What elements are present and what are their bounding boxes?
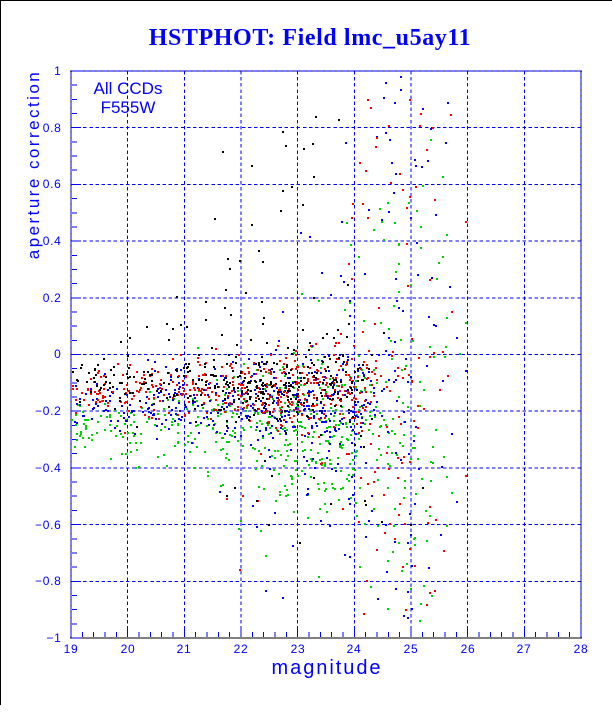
svg-text:20: 20 [121, 642, 136, 656]
svg-text:22: 22 [234, 642, 249, 656]
svg-text:−0.2: −0.2 [35, 404, 62, 418]
svg-text:19: 19 [64, 642, 79, 656]
svg-text:28: 28 [574, 642, 589, 656]
svg-text:24: 24 [347, 642, 362, 656]
svg-text:−1: −1 [46, 631, 61, 645]
svg-text:21: 21 [177, 642, 192, 656]
svg-text:1: 1 [54, 64, 61, 78]
svg-text:magnitude: magnitude [272, 657, 383, 679]
svg-text:−0.4: −0.4 [35, 461, 62, 475]
svg-text:−0.6: −0.6 [35, 518, 62, 532]
svg-text:aperture correction: aperture correction [24, 70, 43, 259]
svg-text:0: 0 [54, 347, 61, 361]
svg-text:All CCDs: All CCDs [94, 79, 163, 98]
svg-text:HSTPHOT: Field lmc_u5ay11: HSTPHOT: Field lmc_u5ay11 [149, 25, 472, 51]
svg-text:0.6: 0.6 [43, 177, 62, 191]
svg-text:0.4: 0.4 [43, 234, 62, 248]
svg-text:0.8: 0.8 [43, 121, 62, 135]
svg-text:25: 25 [404, 642, 419, 656]
svg-text:F555W: F555W [101, 98, 156, 117]
svg-text:−0.8: −0.8 [35, 574, 62, 588]
svg-text:27: 27 [517, 642, 532, 656]
svg-text:26: 26 [461, 642, 476, 656]
svg-text:23: 23 [291, 642, 306, 656]
svg-text:0.2: 0.2 [43, 291, 62, 305]
